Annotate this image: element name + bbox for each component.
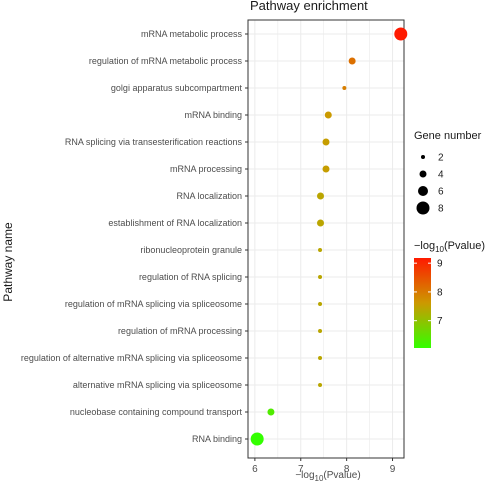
y-tick-label: regulation of mRNA splicing via spliceos… <box>65 299 242 309</box>
data-point <box>322 165 330 173</box>
y-tick-label: mRNA metabolic process <box>141 29 243 39</box>
color-legend-label: 8 <box>437 287 443 298</box>
x-axis-title: −log10(Pvalue) <box>295 470 360 483</box>
size-legend-label: 8 <box>438 204 444 215</box>
color-legend-label: 7 <box>437 316 443 327</box>
size-legend: Gene number 2 4 6 8 <box>414 130 482 215</box>
y-tick-label: regulation of alternative mRNA splicing … <box>21 353 242 363</box>
y-tick-label: establishment of RNA localization <box>108 218 242 228</box>
x-axis-title-prefix: −log <box>295 470 314 481</box>
y-tick-label: ribonucleoprotein granule <box>140 245 242 255</box>
color-legend-bar <box>414 258 431 348</box>
panel-border <box>247 19 405 459</box>
size-legend-label: 2 <box>438 153 444 164</box>
panel-background <box>247 19 405 459</box>
data-point <box>318 329 323 333</box>
x-tick-label: 8 <box>344 464 350 475</box>
size-legend-key <box>419 170 427 178</box>
chart-title: Pathway enrichment <box>250 0 368 13</box>
data-point <box>342 86 347 90</box>
data-point <box>318 356 323 360</box>
size-legend-title: Gene number <box>414 130 482 142</box>
y-tick-label: golgi apparatus subcompartment <box>111 83 243 93</box>
y-tick-label: mRNA binding <box>184 110 242 120</box>
color-legend-title-prefix: −log <box>414 240 435 252</box>
data-point <box>318 383 323 387</box>
color-legend: −log10(Pvalue) 7 8 9 <box>414 240 485 348</box>
x-axis-title-sub: 10 <box>315 474 324 483</box>
color-legend-label: 9 <box>437 259 443 270</box>
x-axis-title-suffix: (Pvalue) <box>323 470 360 481</box>
data-point <box>267 408 275 416</box>
y-tick-label: alternative mRNA splicing via spliceosom… <box>73 380 242 390</box>
data-point <box>318 248 323 252</box>
y-axis-title: Pathway name <box>1 222 15 302</box>
y-tick-label: mRNA processing <box>170 164 242 174</box>
data-point <box>324 111 332 119</box>
size-legend-label: 6 <box>438 187 444 198</box>
y-tick-label: RNA localization <box>176 191 242 201</box>
y-tick-label: regulation of mRNA processing <box>118 326 242 336</box>
data-point <box>348 57 356 65</box>
data-point <box>316 219 324 227</box>
data-point <box>322 138 330 146</box>
y-tick-label: regulation of RNA splicing <box>139 272 242 282</box>
data-point <box>318 302 323 306</box>
data-point <box>316 192 324 200</box>
y-tick-label: nucleobase containing compound transport <box>70 407 243 417</box>
size-legend-key <box>418 186 428 196</box>
data-point <box>250 432 264 446</box>
data-point <box>318 275 323 279</box>
y-tick-label: RNA splicing via transesterification rea… <box>65 137 243 147</box>
size-legend-label: 4 <box>438 170 444 181</box>
color-legend-title: −log10(Pvalue) <box>414 240 485 254</box>
y-tick-label: RNA binding <box>192 434 242 444</box>
color-legend-title-sub: 10 <box>435 245 444 254</box>
y-tick-label: regulation of mRNA metabolic process <box>89 56 243 66</box>
size-legend-key <box>421 155 425 159</box>
size-legend-key <box>416 201 430 215</box>
x-tick-label: 9 <box>390 464 396 475</box>
plot-panel: mRNA metabolic process regulation of mRNA… <box>21 19 408 475</box>
color-legend-title-suffix: (Pvalue) <box>444 240 485 252</box>
data-point <box>394 27 408 41</box>
x-tick-label: 7 <box>298 464 304 475</box>
x-tick-label: 6 <box>252 464 258 475</box>
